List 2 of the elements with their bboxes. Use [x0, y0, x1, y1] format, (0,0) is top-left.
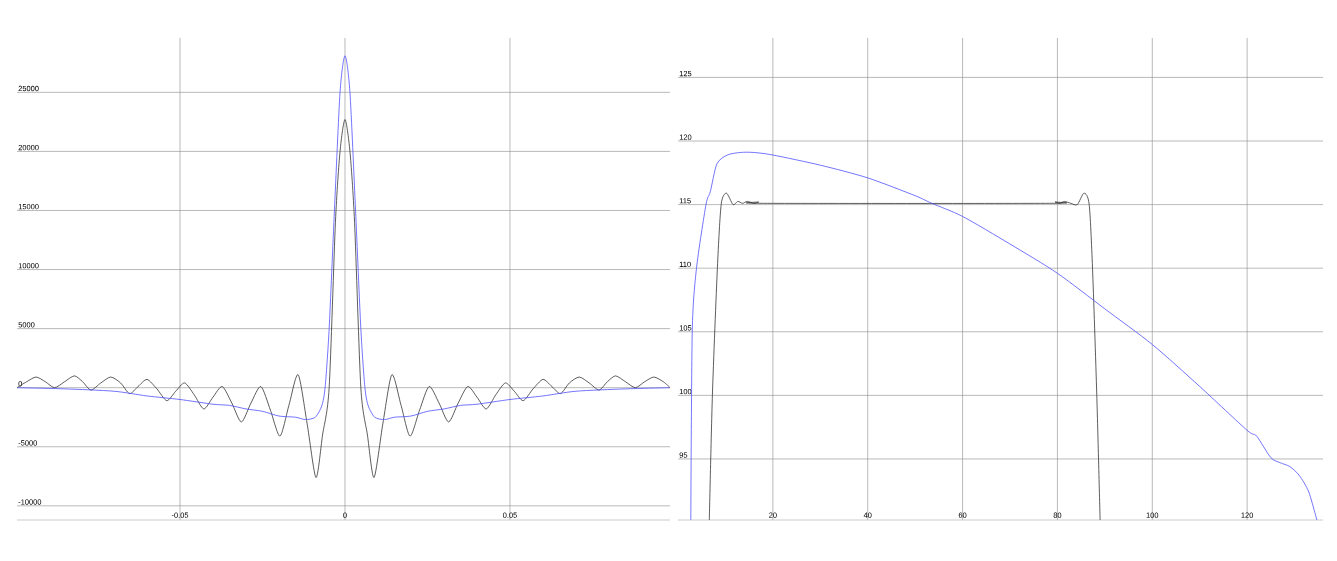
- line-series: [17, 119, 671, 478]
- line-series: [17, 55, 671, 420]
